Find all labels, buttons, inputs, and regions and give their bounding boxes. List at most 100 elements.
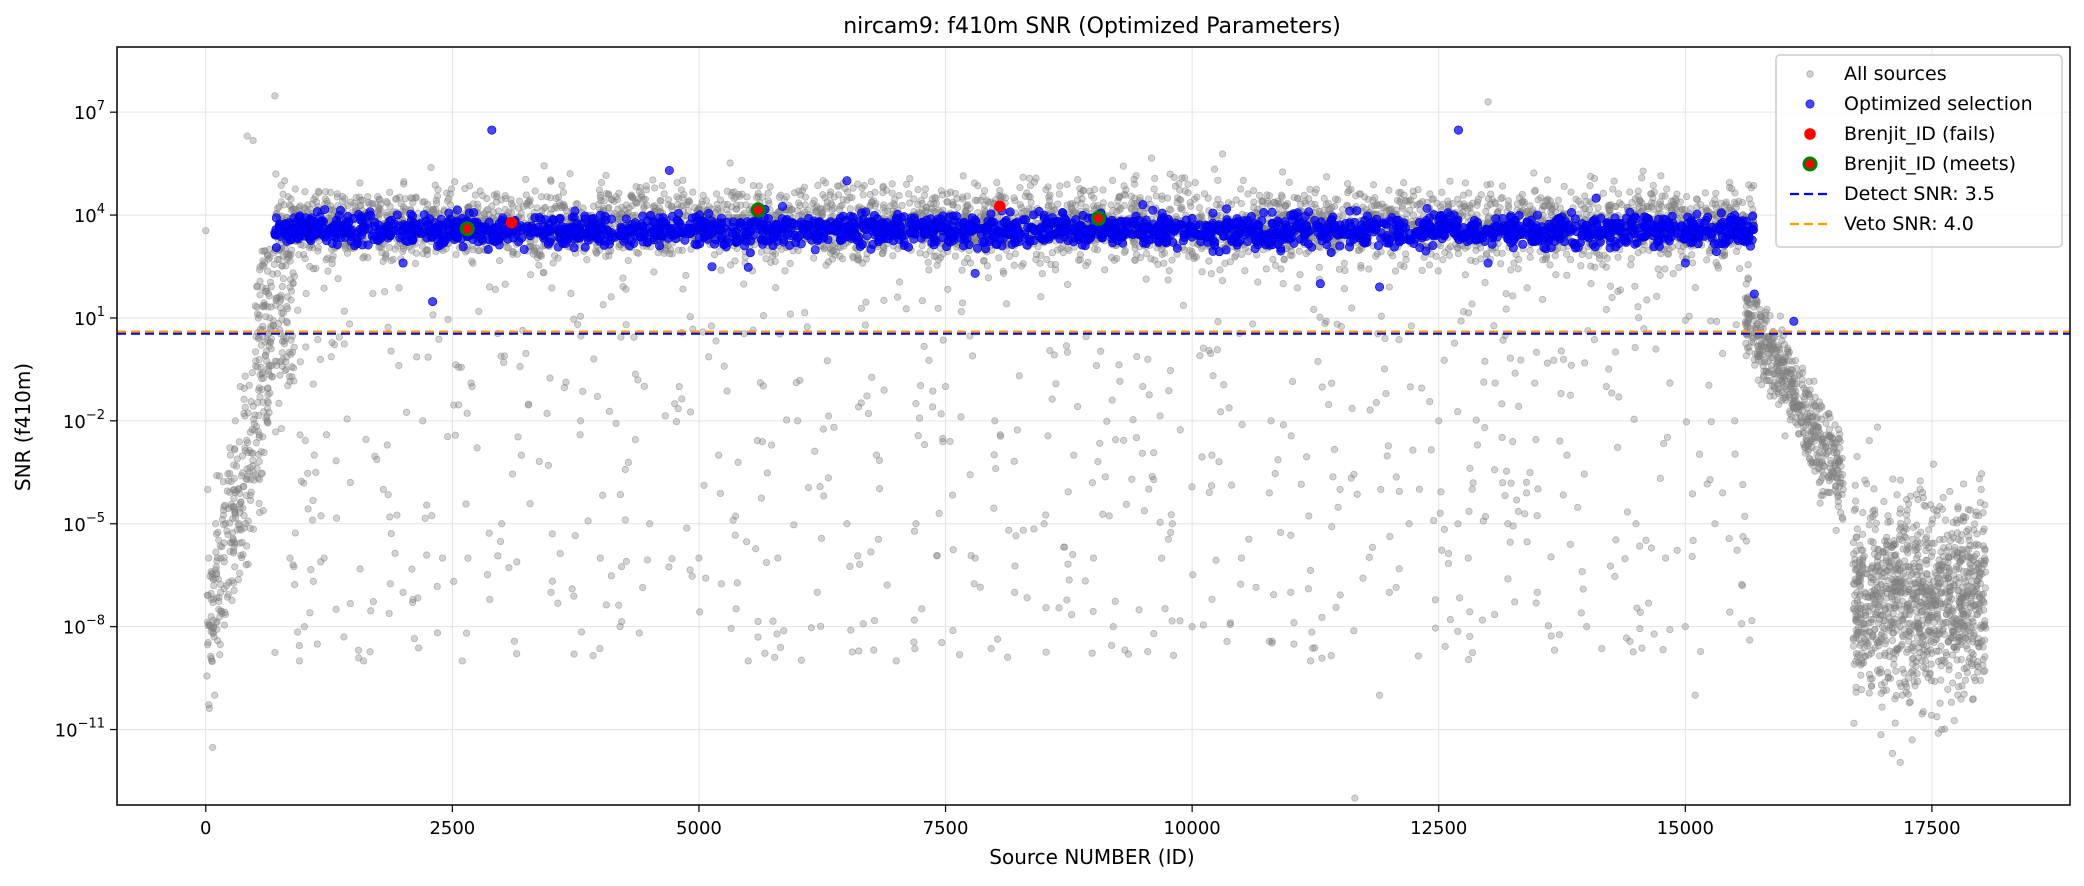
source-point — [256, 458, 262, 464]
source-point — [791, 189, 797, 195]
source-point — [1614, 444, 1620, 450]
source-point — [721, 363, 727, 369]
source-point — [1306, 513, 1312, 519]
source-point — [1749, 617, 1755, 623]
source-point — [506, 565, 512, 571]
source-point — [509, 471, 515, 477]
source-point — [1239, 251, 1245, 257]
source-point — [1533, 436, 1539, 442]
source-point — [1415, 186, 1421, 192]
source-point — [922, 186, 928, 192]
source-point — [1567, 541, 1573, 547]
source-point — [1481, 379, 1487, 385]
source-point — [1482, 358, 1488, 364]
source-point — [674, 194, 680, 200]
source-point — [1733, 248, 1739, 254]
source-point — [547, 177, 553, 183]
source-point — [1427, 191, 1433, 197]
source-point — [1051, 352, 1057, 358]
source-point — [594, 393, 600, 399]
source-point — [492, 286, 498, 292]
source-point — [936, 257, 942, 263]
source-point — [355, 647, 361, 653]
source-point — [616, 602, 622, 608]
source-point — [686, 197, 692, 203]
source-point — [860, 621, 866, 627]
source-point — [717, 490, 723, 496]
source-point — [375, 204, 381, 210]
source-point — [1454, 408, 1460, 414]
source-point — [433, 197, 439, 203]
source-point — [868, 549, 874, 555]
source-point — [921, 192, 927, 198]
source-point — [1657, 272, 1663, 278]
source-point — [837, 203, 843, 209]
source-point — [1298, 481, 1304, 487]
source-point — [947, 438, 953, 444]
source-point — [363, 436, 369, 442]
source-point — [757, 380, 763, 386]
source-point — [1739, 199, 1745, 205]
source-point — [817, 483, 823, 489]
source-point — [1635, 304, 1641, 310]
source-point — [392, 196, 398, 202]
source-point — [1143, 276, 1149, 282]
source-point — [1533, 349, 1539, 355]
source-point — [1561, 183, 1567, 189]
source-point — [1278, 192, 1284, 198]
source-point — [1508, 267, 1514, 273]
source-point — [1520, 201, 1526, 207]
source-point — [346, 321, 352, 327]
source-point — [1503, 306, 1509, 312]
source-point — [394, 243, 400, 249]
source-point — [715, 208, 721, 214]
source-point — [896, 192, 902, 198]
source-point — [1552, 253, 1558, 259]
source-point — [873, 200, 879, 206]
source-point — [1740, 481, 1746, 487]
source-point — [1206, 489, 1212, 495]
source-point — [831, 205, 837, 211]
source-point — [555, 600, 561, 606]
source-point — [1527, 254, 1533, 260]
source-point — [765, 198, 771, 204]
source-point — [1386, 207, 1392, 213]
source-point — [1270, 591, 1276, 597]
source-point — [1551, 647, 1557, 653]
source-point — [1497, 261, 1503, 267]
source-point — [1312, 645, 1318, 651]
source-point — [1214, 346, 1220, 352]
source-point — [641, 205, 647, 211]
source-point — [1386, 187, 1392, 193]
source-point — [458, 364, 464, 370]
source-point — [313, 469, 319, 475]
source-point — [1400, 180, 1406, 186]
source-point — [322, 188, 328, 194]
source-point — [1510, 293, 1516, 299]
source-point — [1367, 407, 1373, 413]
source-point — [435, 186, 441, 192]
source-point — [971, 581, 977, 587]
source-point — [598, 179, 604, 185]
source-point — [938, 187, 944, 193]
source-point — [1176, 187, 1182, 193]
source-point — [1628, 262, 1634, 268]
source-point — [1056, 605, 1062, 611]
source-point — [1151, 449, 1157, 455]
source-point — [1410, 447, 1416, 453]
source-point — [680, 202, 686, 208]
source-point — [1667, 626, 1673, 632]
source-point — [1530, 170, 1536, 176]
source-point — [744, 194, 750, 200]
source-point — [1211, 166, 1217, 172]
source-point — [1280, 422, 1286, 428]
source-point — [1734, 547, 1740, 553]
source-point — [865, 410, 871, 416]
source-point — [669, 206, 675, 212]
source-point — [1055, 201, 1061, 207]
source-point — [1311, 306, 1317, 312]
source-point — [636, 630, 642, 636]
source-point — [1166, 387, 1172, 393]
source-point — [297, 432, 303, 438]
source-point — [824, 358, 830, 364]
